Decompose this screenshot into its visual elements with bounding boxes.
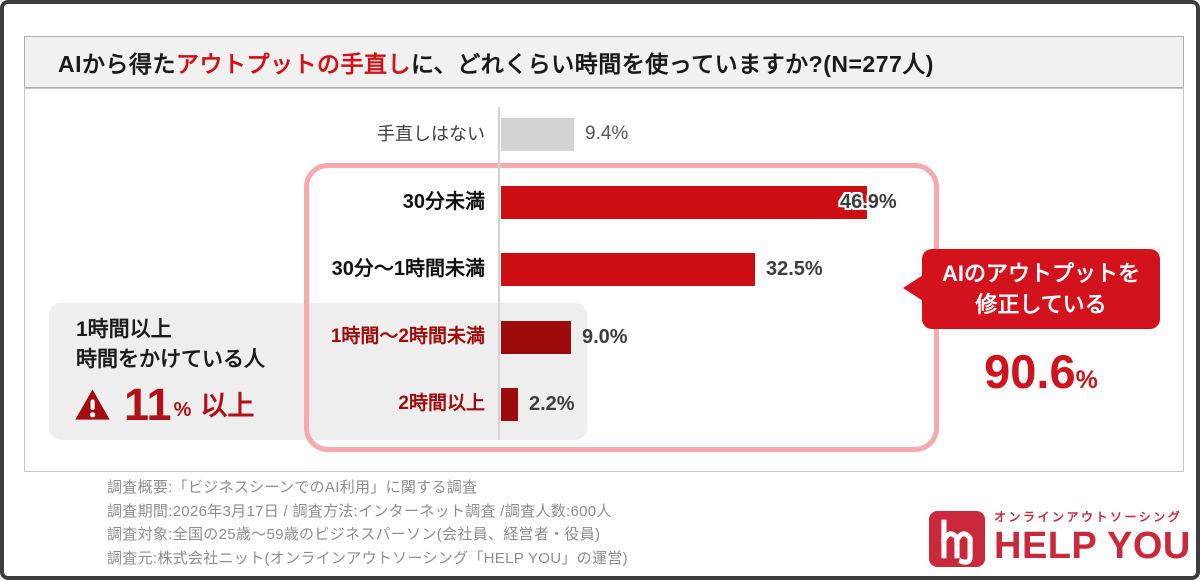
callout-line2: 修正している xyxy=(975,292,1107,317)
callout-stat: 90.6% xyxy=(922,344,1160,399)
survey-note-line: 調査元:株式会社ニット(オンラインアウトソーシング「HELP YOU」の運営) xyxy=(107,549,628,567)
title-highlight: アウトプットの手直し xyxy=(176,51,411,77)
highlight-stat-value: 11 xyxy=(124,379,172,430)
bar-30min-1h xyxy=(501,253,755,286)
help-you-logo: オンラインアウトソーシング HELP YOU xyxy=(929,504,1191,567)
bar-label-1h-2h: 1時間〜2時間未満 xyxy=(330,326,485,347)
bar-value-no-rework: 9.4% xyxy=(585,123,629,144)
callout-stat-unit: % xyxy=(1075,366,1098,394)
warning-triangle-icon xyxy=(75,389,110,420)
survey-question-title: AIから得た アウトプットの手直し に、どれくらい時間を使っていますか?(N=277… xyxy=(24,36,1184,88)
highlight-band xyxy=(49,303,587,440)
logo-wordmark: HELP YOU xyxy=(994,525,1191,567)
bar-label-over-2h: 2時間以上 xyxy=(398,393,485,414)
callout-bubble: AIのアウトプットを 修正している xyxy=(903,249,1160,329)
help-you-logo-icon xyxy=(929,511,985,567)
bar-1h-2h xyxy=(501,321,571,354)
title-suffix: に、どれくらい時間を使っていますか?(N=277人) xyxy=(411,51,934,77)
survey-note-line: 調査期間:2026年3月17日 / 調査方法:インターネット調査 /調査人数:6… xyxy=(107,502,612,520)
bar-label-no-rework: 手直しはない xyxy=(377,124,485,144)
highlight-stat-suffix: 以上 xyxy=(200,391,255,421)
highlight-stat-unit: % xyxy=(173,399,192,421)
bar-no-rework xyxy=(501,118,574,151)
survey-note-line: 調査概要:「ビジネスシーンでのAI利用」に関する調査 xyxy=(107,479,478,496)
survey-note-line: 調査対象:全国の25歳〜59歳のビジネスパーソン(会社員、経営者・役員) xyxy=(107,526,601,543)
chart-axis-line xyxy=(498,107,500,440)
logo-tagline: オンラインアウトソーシング xyxy=(994,510,1183,524)
highlight-box-stat: 11 % 以上 xyxy=(74,382,254,427)
highlight-box-line2: 時間をかけている人 xyxy=(76,348,265,371)
survey-notes: 調査概要:「ビジネスシーンでのAI利用」に関する調査 調査期間:2026年3月1… xyxy=(107,476,628,570)
bar-value-under-30min: 46.9% xyxy=(840,191,897,213)
callout-stat-value: 90.6 xyxy=(984,345,1076,398)
callout-line1: AIのアウトプットを xyxy=(941,261,1140,286)
highlight-box-text: 1時間以上 時間をかけている人 xyxy=(76,315,265,375)
bar-under-30min xyxy=(501,186,867,219)
title-prefix: AIから得た xyxy=(58,51,176,77)
bar-value-30min-1h: 32.5% xyxy=(766,258,823,280)
bar-label-30min-1h: 30分〜1時間未満 xyxy=(331,258,485,280)
highlight-box-line1: 1時間以上 xyxy=(76,318,172,341)
bar-over-2h xyxy=(501,388,518,421)
bar-value-1h-2h: 9.0% xyxy=(582,326,628,348)
help-you-logo-text: オンラインアウトソーシング HELP YOU xyxy=(994,504,1191,567)
bar-value-over-2h: 2.2% xyxy=(529,393,575,415)
bar-label-under-30min: 30分未満 xyxy=(402,191,485,213)
